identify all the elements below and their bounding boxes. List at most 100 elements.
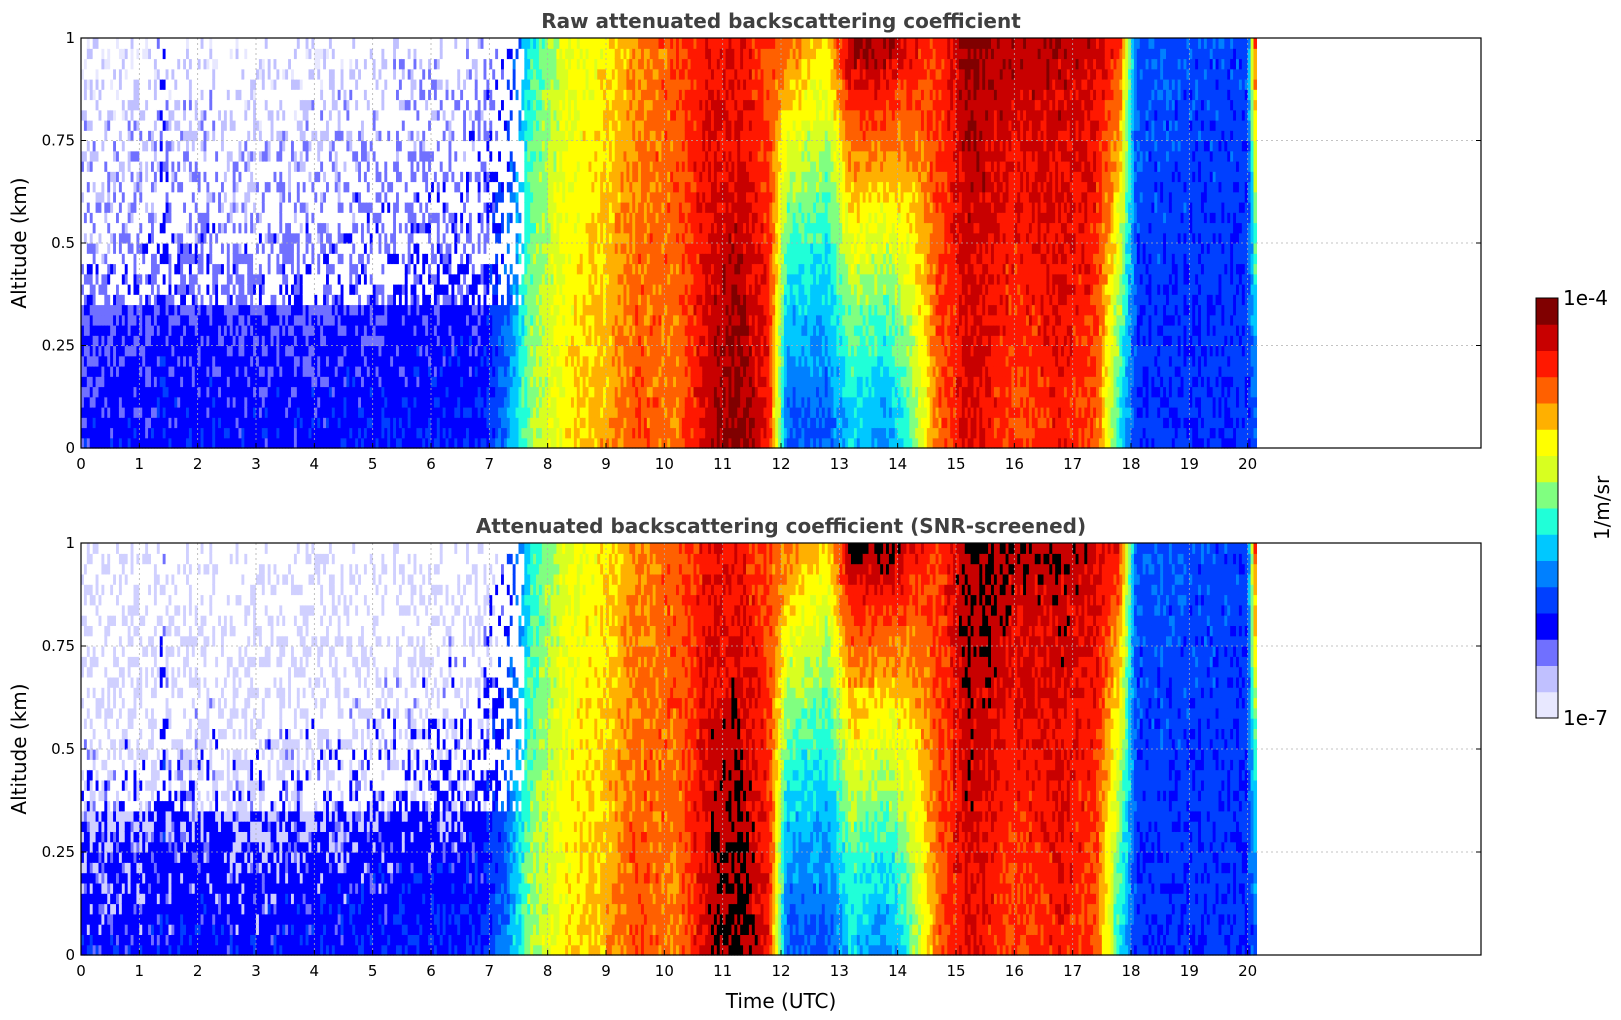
heatmap-cell [86, 314, 91, 326]
heatmap-cell [127, 120, 132, 131]
heatmap-cell [107, 79, 111, 90]
heatmap-cell [104, 263, 108, 275]
heatmap-cell [191, 396, 196, 408]
raw-heatmap [81, 38, 1258, 449]
heatmap-cell [133, 263, 138, 275]
heatmap-cell [229, 355, 234, 367]
heatmap-cell [174, 150, 178, 162]
heatmap-cell [177, 120, 181, 131]
heatmap-cell [118, 202, 123, 213]
heatmap-cell [86, 407, 91, 418]
heatmap-cell [127, 335, 132, 347]
heatmap-cell [223, 386, 228, 398]
heatmap-cell [104, 58, 108, 70]
heatmap-cell [98, 407, 103, 418]
heatmap-cell [223, 273, 228, 285]
heatmap-cell [244, 294, 248, 306]
heatmap-cell [101, 427, 105, 439]
heatmap-cell [101, 58, 105, 70]
heatmap-cell [197, 427, 202, 439]
heatmap-cell [197, 130, 202, 142]
heatmap-cell [127, 253, 132, 265]
heatmap-cell [121, 181, 126, 193]
heatmap-cell [165, 48, 170, 60]
heatmap-cell [98, 437, 103, 449]
heatmap-cell [174, 386, 178, 398]
heatmap-cell [127, 304, 132, 316]
heatmap-cell [142, 232, 146, 244]
heatmap-cell [229, 222, 234, 234]
heatmap-cell [116, 109, 120, 121]
heatmap-cell [133, 109, 138, 121]
heatmap-cell [218, 222, 222, 234]
heatmap-cell [153, 212, 158, 224]
heatmap-cell [107, 120, 111, 131]
heatmap-cell [209, 99, 213, 111]
heatmap-cell [121, 202, 126, 213]
heatmap-cell [124, 191, 129, 203]
heatmap-cell [171, 191, 175, 203]
heatmap-cell [110, 355, 114, 367]
heatmap-cell [113, 130, 117, 142]
heatmap-cell [89, 325, 94, 336]
heatmap-cell [127, 376, 132, 388]
heatmap-cell [229, 171, 234, 183]
heatmap-cell [191, 222, 196, 234]
heatmap-cell [218, 417, 222, 429]
heatmap-cell [107, 284, 111, 295]
heatmap-cell [124, 273, 129, 285]
heatmap-cell [200, 202, 205, 213]
heatmap-cell [159, 140, 164, 152]
heatmap-cell [253, 427, 257, 439]
heatmap-cell [215, 202, 219, 213]
heatmap-cell [145, 191, 149, 203]
heatmap-cell [159, 386, 164, 398]
heatmap-cell [153, 222, 158, 234]
heatmap-cell [133, 366, 138, 377]
heatmap-cell [206, 437, 210, 449]
heatmap-cell [136, 120, 140, 131]
heatmap-cell [145, 130, 149, 142]
heatmap-cell [98, 222, 103, 234]
heatmap-cell [95, 376, 100, 388]
heatmap-cell [232, 130, 237, 142]
heatmap-cell [145, 294, 149, 306]
heatmap-cell [206, 284, 210, 295]
heatmap-cell [81, 263, 85, 275]
heatmap-cell [232, 325, 237, 336]
heatmap-cell [171, 79, 175, 90]
heatmap-cell [133, 212, 138, 224]
heatmap-cell [86, 427, 91, 439]
heatmap-cell [180, 396, 184, 408]
heatmap-cell [116, 407, 120, 418]
heatmap-cell [232, 120, 237, 131]
heatmap-cell [165, 58, 170, 70]
heatmap-cell [250, 304, 254, 316]
heatmap-cell [81, 58, 85, 70]
heatmap-cell [92, 345, 97, 357]
heatmap-cell [203, 284, 208, 295]
heatmap-cell [241, 355, 245, 367]
heatmap-cell [139, 417, 143, 429]
heatmap-cell [180, 335, 184, 347]
heatmap-cell [174, 284, 178, 295]
heatmap-cell [142, 396, 146, 408]
heatmap-cell [110, 243, 114, 254]
heatmap-cell [83, 171, 88, 183]
heatmap-cell [151, 366, 155, 377]
heatmap-cell [156, 273, 161, 285]
heatmap-cell [156, 407, 161, 418]
heatmap-cell [244, 273, 248, 285]
heatmap-cell [110, 222, 114, 234]
heatmap-cell [229, 191, 234, 203]
heatmap-cell [165, 161, 170, 172]
heatmap-cell [244, 140, 248, 152]
heatmap-cell [244, 232, 248, 244]
heatmap-cell [133, 140, 138, 152]
heatmap-cell [226, 263, 231, 275]
heatmap-cell [218, 273, 222, 285]
heatmap-cell [124, 355, 129, 367]
heatmap-cell [130, 212, 135, 224]
heatmap-cell [171, 48, 175, 60]
heatmap-cell [188, 304, 193, 316]
